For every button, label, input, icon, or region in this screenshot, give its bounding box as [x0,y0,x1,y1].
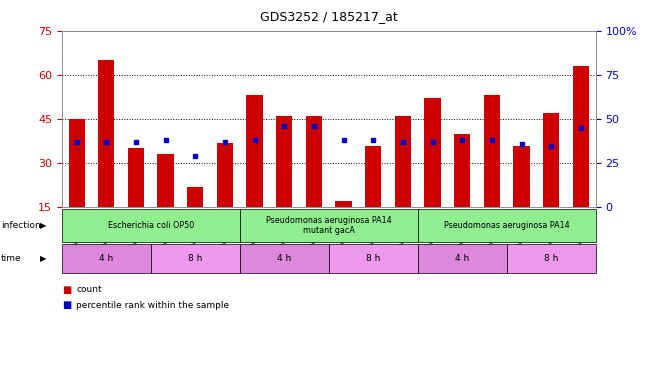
Text: 4 h: 4 h [277,254,292,263]
Text: ▶: ▶ [40,221,47,230]
Text: ■: ■ [62,300,71,310]
Bar [454,134,471,207]
Text: Escherichia coli OP50: Escherichia coli OP50 [107,221,194,230]
Text: 8 h: 8 h [188,254,202,263]
Text: ■: ■ [62,285,71,295]
Text: 8 h: 8 h [544,254,559,263]
Bar [484,96,500,207]
Bar [365,146,381,207]
Bar [573,66,589,207]
Bar [247,96,263,207]
Bar [187,187,204,207]
Text: 4 h: 4 h [455,254,469,263]
Text: 8 h: 8 h [366,254,380,263]
Text: ▶: ▶ [40,254,47,263]
Bar [276,116,292,207]
Bar [306,116,322,207]
Text: percentile rank within the sample: percentile rank within the sample [76,301,229,310]
Text: Pseudomonas aeruginosa PA14
mutant gacA: Pseudomonas aeruginosa PA14 mutant gacA [266,216,391,235]
Bar [543,113,559,207]
Bar [217,142,233,207]
Bar [335,202,352,207]
Text: time: time [1,254,21,263]
Text: GDS3252 / 185217_at: GDS3252 / 185217_at [260,10,398,23]
Bar [68,119,85,207]
Text: count: count [76,285,102,295]
Text: infection: infection [1,221,40,230]
Text: Pseudomonas aeruginosa PA14: Pseudomonas aeruginosa PA14 [444,221,570,230]
Bar [98,60,115,207]
Bar [424,98,441,207]
Text: 4 h: 4 h [99,254,113,263]
Bar [514,146,530,207]
Bar [158,154,174,207]
Bar [395,116,411,207]
Bar [128,149,144,207]
